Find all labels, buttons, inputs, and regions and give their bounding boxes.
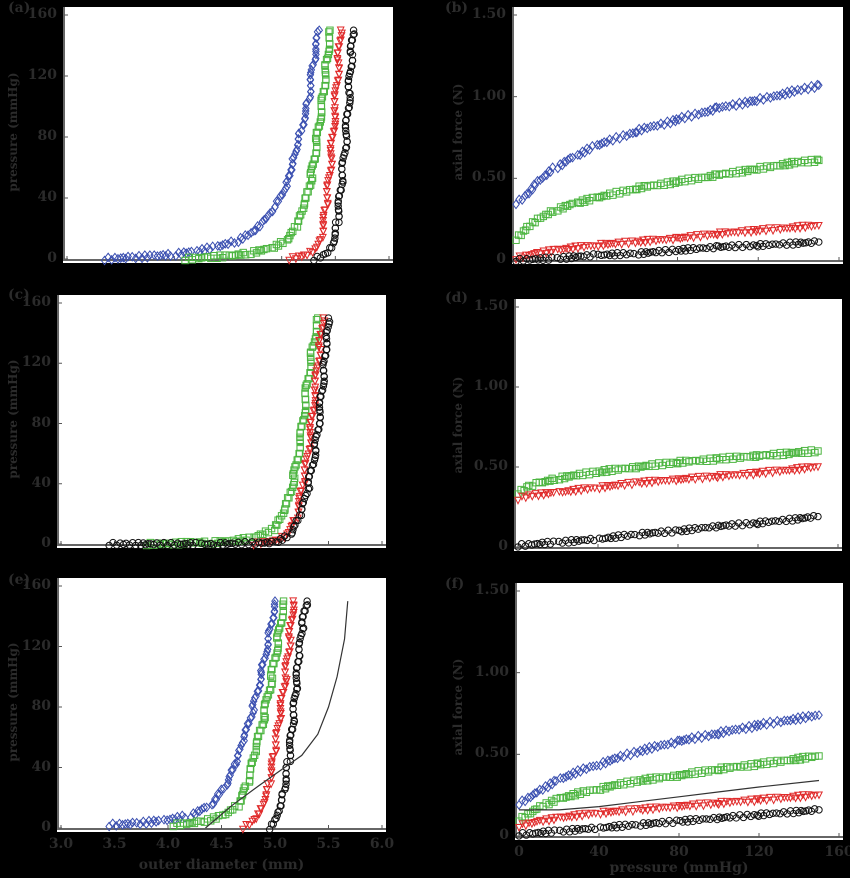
chart-svg-b <box>511 7 843 266</box>
y-tick-label: 1.00 <box>474 663 509 680</box>
panel-label-e: (e) <box>8 572 31 588</box>
x-tick-label: 5.5 <box>316 836 341 852</box>
series-red <box>238 597 298 834</box>
series-black <box>514 511 822 551</box>
series-red <box>285 26 346 265</box>
y-tick-label: 40 <box>31 474 51 491</box>
y-tick-label: 0 <box>496 251 506 267</box>
axes <box>512 7 843 262</box>
y-tick-label: 0 <box>41 535 51 551</box>
series-green <box>514 446 822 498</box>
y-tick-label: 1.50 <box>473 298 508 314</box>
series-black <box>310 26 358 265</box>
y-tick-label: 1.50 <box>471 6 506 22</box>
series-blue <box>100 25 324 266</box>
panel-label-b: (b) <box>445 0 469 16</box>
x-tick-label: 120 <box>744 844 774 860</box>
panel-label-a: (a) <box>8 0 31 16</box>
series-black <box>512 237 823 266</box>
series-black <box>515 805 823 840</box>
y-tick-label: 0 <box>498 538 508 554</box>
y-tick-label: 80 <box>31 698 51 714</box>
series-green <box>512 155 823 244</box>
y-tick-label: 120 <box>27 67 57 83</box>
y-tick-label: 1.00 <box>471 87 506 104</box>
x-tick-label: 40 <box>589 844 609 860</box>
plot-area-c <box>57 295 386 550</box>
series-model <box>205 601 349 829</box>
y-tick-label: 160 <box>21 294 51 310</box>
y-tick-label: 0 <box>47 250 57 266</box>
series-blue <box>105 596 279 832</box>
series-green <box>142 314 322 550</box>
axes <box>63 7 393 261</box>
panel-label-c: (c) <box>8 287 30 303</box>
plot-area-d <box>513 299 842 551</box>
y-tick-label: 120 <box>21 354 51 371</box>
series-black <box>265 597 312 834</box>
x-tick-label: 3.0 <box>48 836 74 852</box>
plot-area-e <box>57 578 386 834</box>
series-red <box>513 463 823 505</box>
y-tick-label: 0.50 <box>471 169 506 186</box>
y-tick-label: 0 <box>41 819 51 835</box>
series-blue <box>512 79 823 210</box>
series-blue <box>515 710 823 810</box>
y-tick-label: 0 <box>499 827 509 843</box>
chart-svg-c <box>57 295 386 550</box>
chart-svg-e <box>57 578 386 834</box>
y-tick-label: 1.00 <box>473 378 508 394</box>
x-axis-label-e: outer diameter (mm) <box>138 857 305 873</box>
plot-area-a <box>63 7 393 266</box>
y-tick-label: 0.50 <box>473 458 508 474</box>
y-tick-label: 80 <box>31 414 51 431</box>
series-green <box>515 752 823 825</box>
series-green <box>169 597 288 831</box>
y-tick-label: 0.50 <box>474 745 509 762</box>
x-tick-label: 80 <box>669 844 689 860</box>
x-axis-label-f: pressure (mmHg) <box>609 860 749 876</box>
y-tick-label: 120 <box>21 637 51 654</box>
chart-svg-a <box>63 7 393 266</box>
x-tick-label: 4.5 <box>209 836 234 852</box>
series-red <box>514 791 824 833</box>
axes <box>57 578 386 830</box>
plot-area-f <box>514 583 843 840</box>
x-tick-label: 6.0 <box>369 836 395 852</box>
series-red <box>249 314 329 550</box>
y-tick-label: 80 <box>37 128 57 144</box>
x-tick-label: 4.0 <box>155 836 181 852</box>
y-tick-label: 160 <box>27 6 57 22</box>
panel-label-f: (f) <box>445 576 465 592</box>
series-model <box>519 779 820 811</box>
y-tick-label: 40 <box>31 758 51 775</box>
chart-svg-d <box>513 299 842 551</box>
plot-area-b <box>511 7 843 266</box>
y-tick-label: 1.50 <box>474 582 509 598</box>
x-tick-label: 160 <box>824 844 850 860</box>
axes <box>514 299 842 549</box>
series-black <box>105 314 334 550</box>
x-tick-label: 0 <box>514 844 524 860</box>
y-tick-label: 160 <box>21 577 51 593</box>
series-red <box>511 221 823 265</box>
panel-label-d: (d) <box>445 290 469 306</box>
series-green <box>181 26 334 265</box>
x-tick-label: 5.0 <box>262 836 288 852</box>
y-tick-label: 40 <box>37 189 57 205</box>
x-tick-label: 3.5 <box>102 836 127 852</box>
chart-svg-f <box>514 583 843 840</box>
axes <box>57 295 386 546</box>
